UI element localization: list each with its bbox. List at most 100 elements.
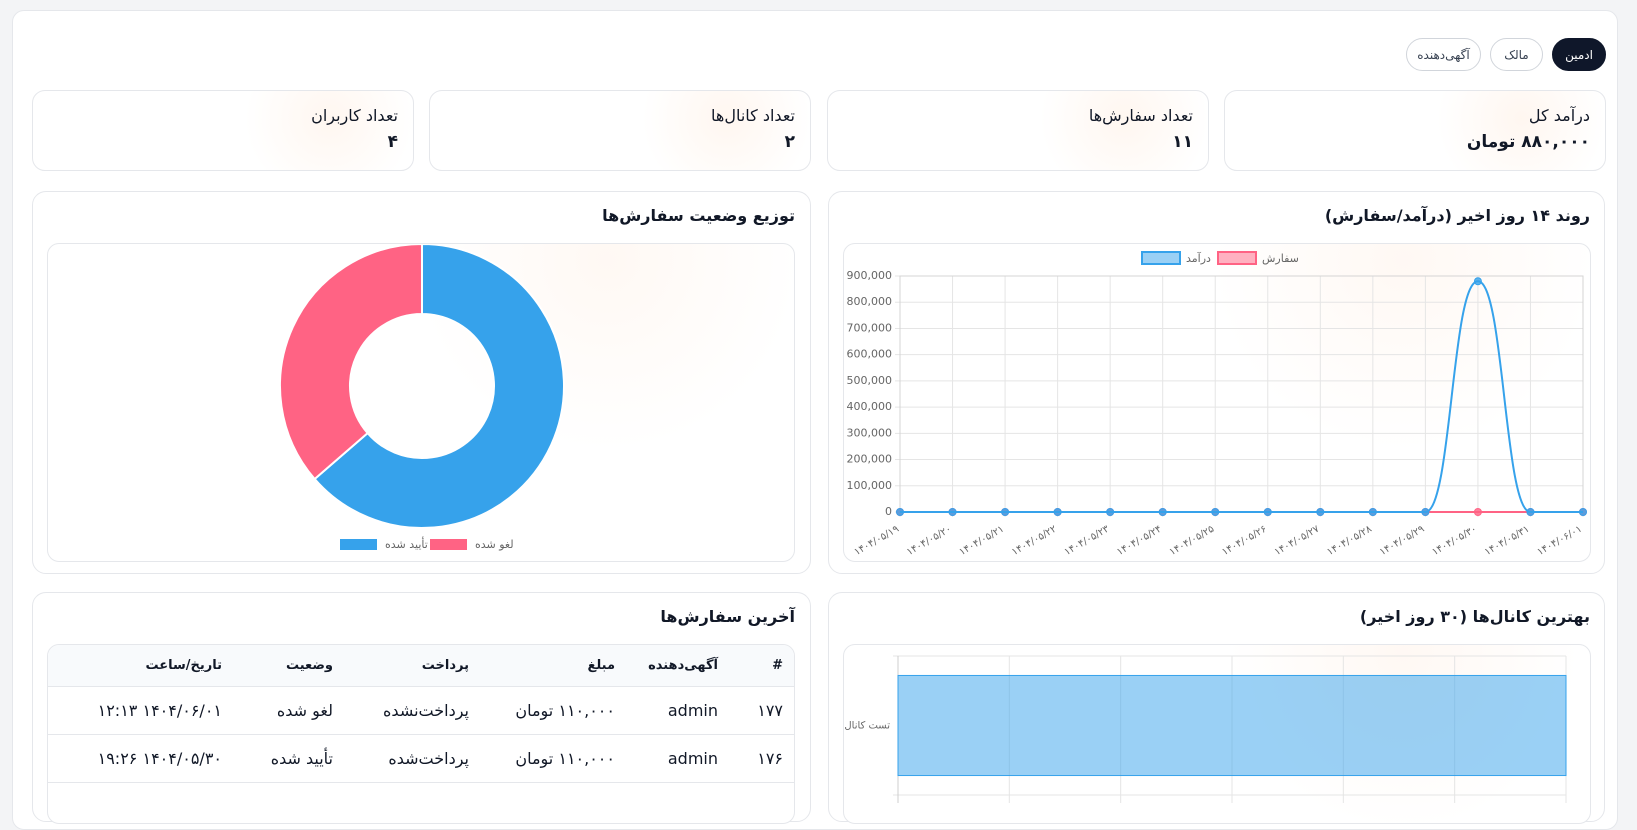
point bbox=[948, 508, 957, 516]
y-tick-label: 100,000 bbox=[847, 479, 893, 492]
point bbox=[1579, 508, 1587, 516]
point bbox=[1263, 508, 1272, 516]
table-cell: ۱۱۰,۰۰۰ تومان bbox=[469, 734, 615, 783]
panel-title: آخرین سفارش‌ها bbox=[660, 607, 795, 626]
point bbox=[1106, 508, 1115, 516]
y-tick-label: 900,000 bbox=[847, 269, 893, 282]
legend-label: تأیید شده bbox=[385, 536, 428, 551]
tab-advertiser[interactable]: آگهی‌دهنده bbox=[1406, 38, 1481, 71]
point bbox=[1158, 508, 1167, 516]
y-tick-label: تست کانال bbox=[844, 721, 890, 732]
line-chart: ۱۴۰۴/۰۵/۱۹ ۱۴۰۴/۰۵/۲۰ ۱۴۰۴/۰۵/۲۱ ۱۴۰۴/۰۵/۲۲… bbox=[847, 251, 1587, 558]
table-cell: تأیید شده bbox=[222, 734, 333, 783]
column-header: مبلغ bbox=[469, 645, 615, 687]
table-cell: ۱۷۷ bbox=[718, 686, 794, 735]
panel-title: بهترین کانال‌ها (۳۰ روز اخیر) bbox=[1359, 607, 1590, 626]
column-header: آگهی‌دهنده bbox=[615, 645, 718, 687]
y-tick-label: 500,000 bbox=[847, 374, 893, 387]
x-tick-label: ۱۴۰۴/۰۵/۳۰ bbox=[1430, 524, 1479, 558]
stat-label: تعداد کاربران bbox=[311, 106, 398, 125]
panel-title: توزیع وضعیت سفارش‌ها bbox=[602, 206, 795, 225]
x-tick-label: ۱۴۰۴/۰۵/۲۶ bbox=[1220, 524, 1269, 558]
point bbox=[1053, 508, 1062, 516]
table-row: ۱۷۶ admin ۱۱۰,۰۰۰ تومان پرداخت‌شده تأیید شده… bbox=[48, 734, 794, 783]
x-tick-label: ۱۴۰۴/۰۵/۲۷ bbox=[1273, 523, 1322, 558]
stat-card: تعداد کاربران ۴ bbox=[32, 90, 414, 171]
point bbox=[1526, 508, 1535, 516]
legend-label: لغو شده bbox=[475, 538, 514, 551]
y-tick-label: 0 bbox=[885, 505, 892, 518]
point bbox=[1001, 508, 1010, 516]
legend-swatch bbox=[1141, 251, 1181, 265]
table-box: # آگهی‌دهنده مبلغ پرداخت وضعیت تاریخ/ساعت ۱۷۷… bbox=[47, 644, 795, 824]
doughnut-chart: تأیید شده لغو شده bbox=[279, 244, 565, 551]
point bbox=[1211, 508, 1220, 516]
point bbox=[1368, 508, 1377, 516]
legend-label: سفارش bbox=[1262, 252, 1299, 265]
bar bbox=[897, 674, 1567, 777]
series-line bbox=[900, 280, 1583, 513]
table-cell: پرداخت‌نشده bbox=[333, 686, 469, 735]
table-row: ۱۷۷ admin ۱۱۰,۰۰۰ تومان پرداخت‌نشده لغو شده ۱… bbox=[48, 686, 794, 735]
table-cell: admin bbox=[615, 686, 718, 735]
y-tick-label: 700,000 bbox=[847, 321, 893, 334]
stat-value: ۲ bbox=[784, 132, 795, 152]
table-cell: ۱۴۰۴/۰۶/۰۱ ۱۲:۱۳ bbox=[48, 686, 222, 735]
chart-box: ۱۴۰۴/۰۵/۱۹ ۱۴۰۴/۰۵/۲۰ ۱۴۰۴/۰۵/۲۱ ۱۴۰۴/۰۵/۲۲… bbox=[843, 243, 1591, 562]
table-cell: ۱۴۰۴/۰۵/۳۰ ۱۹:۲۶ bbox=[48, 734, 222, 783]
table-cell: پرداخت‌شده bbox=[333, 734, 469, 783]
stat-card: تعداد سفارش‌ها ۱۱ bbox=[827, 90, 1209, 171]
table-cell: لغو شده bbox=[222, 686, 333, 735]
x-tick-label: ۱۴۰۴/۰۵/۲۱ bbox=[958, 524, 1007, 558]
legend-label: درآمد bbox=[1186, 251, 1211, 265]
x-tick-label: ۱۴۰۴/۰۵/۲۳ bbox=[1063, 523, 1112, 558]
stat-label: تعداد سفارش‌ها bbox=[1088, 106, 1193, 125]
x-tick-label: ۱۴۰۴/۰۵/۳۱ bbox=[1483, 524, 1532, 558]
stat-card: تعداد کانال‌ها ۲ bbox=[429, 90, 811, 171]
tab-admin[interactable]: ادمین bbox=[1552, 38, 1606, 71]
doughnut-slice bbox=[313, 244, 565, 529]
stat-label: درآمد کل bbox=[1528, 106, 1590, 125]
y-tick-label: 800,000 bbox=[847, 295, 893, 308]
y-tick-label: 600,000 bbox=[847, 348, 893, 361]
x-tick-label: ۱۴۰۴/۰۵/۲۴ bbox=[1115, 524, 1164, 558]
table-cell: ۱۱۰,۰۰۰ تومان bbox=[469, 686, 615, 735]
stat-card: درآمد کل ۸۸۰,۰۰۰ تومان bbox=[1224, 90, 1606, 171]
plot-border bbox=[899, 275, 1584, 513]
y-tick-label: 300,000 bbox=[847, 426, 893, 439]
x-tick-label: ۱۴۰۴/۰۵/۲۵ bbox=[1168, 524, 1217, 558]
stat-label: تعداد کانال‌ها bbox=[711, 106, 795, 125]
table-cell: admin bbox=[615, 734, 718, 783]
column-header: پرداخت bbox=[333, 645, 469, 687]
legend-swatch bbox=[340, 539, 377, 550]
stat-value: ۸۸۰,۰۰۰ تومان bbox=[1466, 132, 1590, 152]
stat-value: ۴ bbox=[387, 132, 398, 152]
point bbox=[896, 508, 904, 516]
chart-box: تست کانال bbox=[843, 644, 1591, 824]
y-tick-label: 400,000 bbox=[847, 400, 893, 413]
legend-swatch bbox=[430, 539, 467, 550]
point bbox=[1421, 508, 1430, 516]
panel-title: روند ۱۴ روز اخیر (درآمد/سفارش) bbox=[1324, 206, 1590, 225]
bar-chart: تست کانال bbox=[844, 655, 1567, 803]
x-tick-label: ۱۴۰۴/۰۵/۲۲ bbox=[1010, 524, 1059, 558]
column-header: وضعیت bbox=[222, 645, 333, 687]
page: ادمین مالک آگهی‌دهنده درآمد کل ۸۸۰,۰۰۰ تو… bbox=[12, 10, 1618, 830]
tab-owner[interactable]: مالک bbox=[1490, 38, 1543, 71]
stat-value: ۱۱ bbox=[1172, 132, 1193, 152]
x-tick-label: ۱۴۰۴/۰۵/۱۹ bbox=[852, 524, 901, 558]
legend-swatch bbox=[1217, 251, 1257, 265]
orders-table: # آگهی‌دهنده مبلغ پرداخت وضعیت تاریخ/ساعت ۱۷۷… bbox=[48, 645, 794, 783]
point bbox=[1473, 508, 1482, 516]
point bbox=[1316, 508, 1325, 516]
y-tick-label: 200,000 bbox=[847, 453, 893, 466]
x-tick-label: ۱۴۰۴/۰۵/۲۹ bbox=[1378, 524, 1427, 558]
table-cell: ۱۷۶ bbox=[718, 734, 794, 783]
header-row: # آگهی‌دهنده مبلغ پرداخت وضعیت تاریخ/ساعت bbox=[48, 645, 794, 687]
column-header: تاریخ/ساعت bbox=[48, 645, 222, 687]
column-header: # bbox=[718, 645, 794, 687]
x-tick-label: ۱۴۰۴/۰۵/۲۰ bbox=[905, 524, 954, 558]
point bbox=[1473, 277, 1482, 286]
x-tick-label: ۱۴۰۴/۰۵/۲۸ bbox=[1325, 523, 1374, 558]
chart-box: تأیید شده لغو شده bbox=[47, 243, 795, 562]
